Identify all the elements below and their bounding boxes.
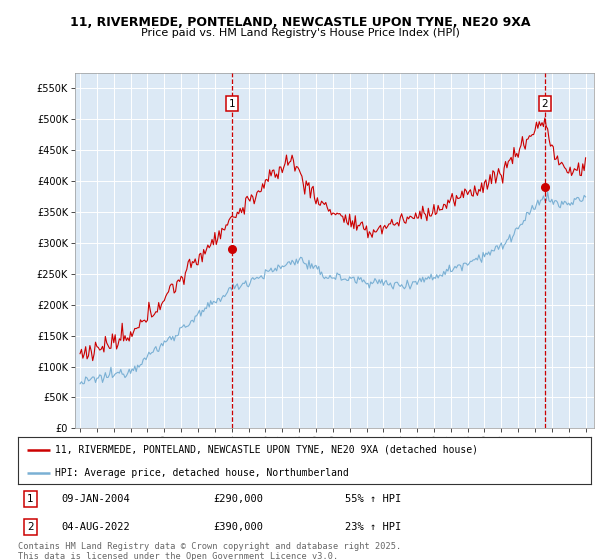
Text: 2: 2 <box>542 99 548 109</box>
Text: 11, RIVERMEDE, PONTELAND, NEWCASTLE UPON TYNE, NE20 9XA: 11, RIVERMEDE, PONTELAND, NEWCASTLE UPON… <box>70 16 530 29</box>
Text: 23% ↑ HPI: 23% ↑ HPI <box>344 522 401 532</box>
Text: 1: 1 <box>27 494 34 504</box>
Text: Price paid vs. HM Land Registry's House Price Index (HPI): Price paid vs. HM Land Registry's House … <box>140 28 460 38</box>
Text: 04-AUG-2022: 04-AUG-2022 <box>61 522 130 532</box>
Text: 55% ↑ HPI: 55% ↑ HPI <box>344 494 401 504</box>
Text: Contains HM Land Registry data © Crown copyright and database right 2025.
This d: Contains HM Land Registry data © Crown c… <box>18 542 401 560</box>
Text: 11, RIVERMEDE, PONTELAND, NEWCASTLE UPON TYNE, NE20 9XA (detached house): 11, RIVERMEDE, PONTELAND, NEWCASTLE UPON… <box>55 445 478 455</box>
Text: HPI: Average price, detached house, Northumberland: HPI: Average price, detached house, Nort… <box>55 468 349 478</box>
Text: 09-JAN-2004: 09-JAN-2004 <box>61 494 130 504</box>
Text: 2: 2 <box>27 522 34 532</box>
Text: £390,000: £390,000 <box>213 522 263 532</box>
Text: £290,000: £290,000 <box>213 494 263 504</box>
Text: 1: 1 <box>229 99 236 109</box>
